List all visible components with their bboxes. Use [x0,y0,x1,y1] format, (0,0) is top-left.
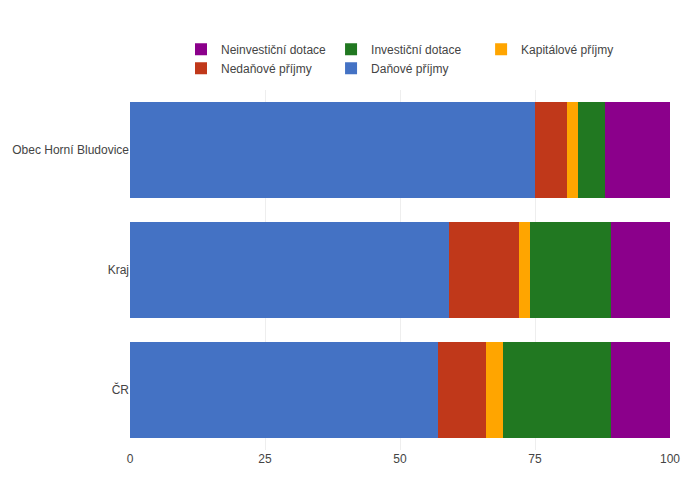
svg-text:ČR: ČR [112,382,130,397]
svg-text:0: 0 [127,452,134,466]
svg-text:50: 50 [393,452,407,466]
svg-text:Obec Horní Bludovice: Obec Horní Bludovice [12,143,129,157]
svg-text:Daňové příjmy: Daňové příjmy [371,62,448,76]
svg-text:Nedaňové příjmy: Nedaňové příjmy [221,62,312,76]
svg-text:100: 100 [660,452,680,466]
svg-text:Kapitálové příjmy: Kapitálové příjmy [521,43,613,57]
svg-text:25: 25 [258,452,272,466]
svg-text:Kraj: Kraj [108,263,129,277]
svg-text:Neinvestiční dotace: Neinvestiční dotace [221,43,326,57]
svg-text:75: 75 [528,452,542,466]
svg-text:Investiční dotace: Investiční dotace [371,43,461,57]
